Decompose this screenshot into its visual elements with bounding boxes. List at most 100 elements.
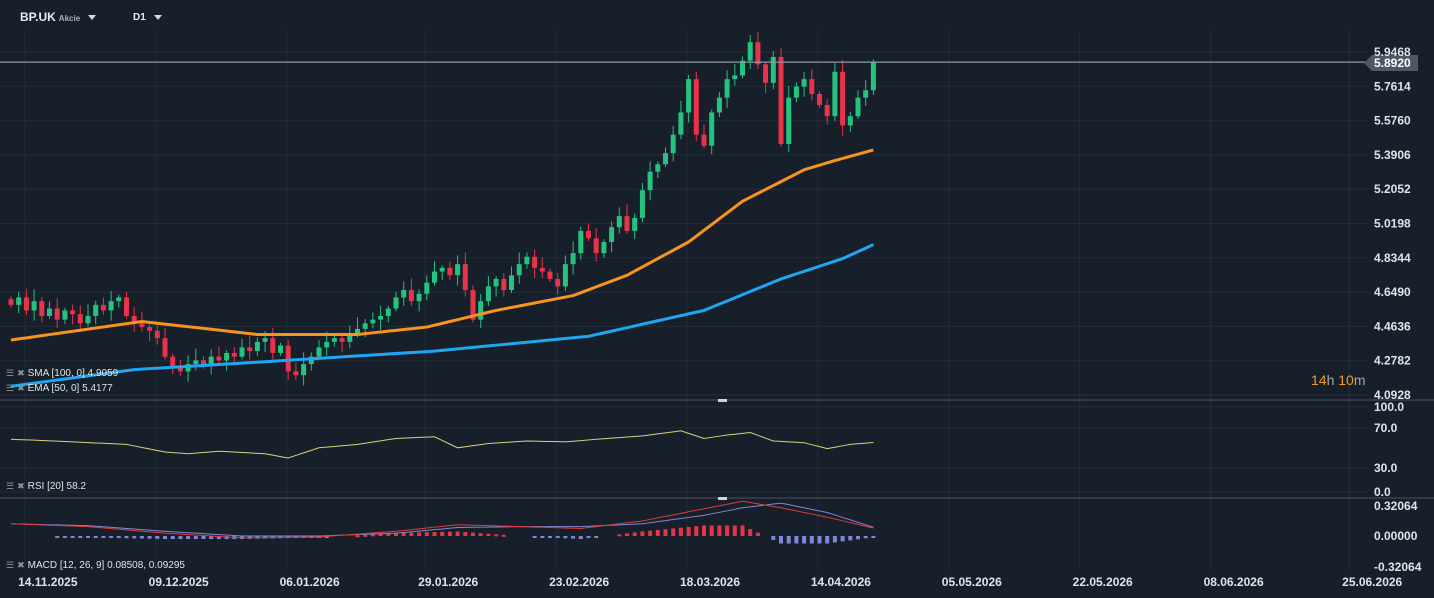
macd-histogram-bar [147,536,152,539]
candle [578,226,584,260]
macd-histogram-bar [702,525,706,536]
candle-body [162,338,168,357]
macd-histogram-bar [463,532,468,536]
candle-body [632,217,638,231]
candle-body [809,79,815,94]
macd-histogram-bar [78,536,83,538]
candle [131,307,137,332]
settings-icon[interactable]: ☰ [6,368,15,378]
macd-histogram-bar [324,536,329,538]
candle [539,257,545,279]
candle [347,325,353,349]
close-icon[interactable]: ✖ [17,481,25,491]
candle-body [108,301,114,311]
rsi-tick-label: 0.0 [1374,485,1391,499]
candle-body [16,297,22,305]
candle-body [93,304,99,316]
settings-icon[interactable]: ☰ [6,560,15,570]
candle-body [308,356,314,365]
macd-histogram-bar [825,536,830,544]
macd-histogram-bar [586,536,591,539]
macd-histogram-bar [671,528,676,536]
candle-body [547,271,553,279]
candle-body [855,97,861,117]
candle-body [355,328,360,335]
close-icon[interactable]: ✖ [17,560,25,570]
macd-histogram-bar [363,534,368,537]
candle [778,48,784,147]
chevron-down-icon[interactable] [88,15,97,21]
macd-histogram-bar [694,526,699,536]
candle [724,70,730,108]
candle [432,261,437,286]
candle-body [324,341,330,348]
symbol-name: BP.UK [20,10,56,24]
candle-body [139,323,145,328]
timeframe-label: D1 [133,12,146,23]
candle-body [216,356,222,361]
macd-histogram-bar [548,536,552,538]
candle [840,60,846,136]
macd-histogram-bar [455,531,460,536]
macd-histogram-bar [809,536,814,544]
candle [231,347,237,364]
rsi-legend: ☰ ✖ RSI [20] 58.2 [6,481,86,492]
candle [370,312,376,328]
candle-body [370,319,376,324]
macd-histogram-bar [648,530,653,536]
timeframe-selector[interactable]: D1 [133,12,162,23]
candle [663,147,668,168]
pane-resize-handle[interactable] [718,399,727,402]
candle-body [39,301,45,316]
candle-body [670,134,676,154]
candle [185,355,191,382]
candle [170,353,176,375]
macd-histogram-bar [155,536,160,539]
settings-icon[interactable]: ☰ [6,383,15,393]
candle-body [763,64,769,83]
x-tick-label: 08.06.2026 [1204,575,1264,589]
symbol-selector[interactable]: BP.UK Akcie [20,10,97,24]
macd-histogram-bar [540,536,545,538]
candle-body [478,301,484,320]
candle [224,350,230,371]
candle [532,249,538,279]
candle-body [778,56,784,144]
pane-resize-handle[interactable] [718,497,727,500]
macd-histogram-bar [794,536,799,544]
chevron-down-icon[interactable] [153,14,162,20]
candle [593,228,599,262]
candle-body [385,308,391,316]
ema-legend: ☰ ✖ EMA [50, 0] 5.4177 [6,383,113,394]
macd-histogram-bar [578,536,583,540]
close-icon[interactable]: ✖ [17,383,25,393]
macd-histogram-bar [571,536,576,539]
x-tick-label: 22.05.2026 [1073,575,1133,589]
candle [108,290,114,321]
candle [732,63,738,86]
candle [462,252,468,297]
candle [116,294,122,308]
candle [616,207,622,234]
candle [278,342,283,356]
macd-histogram-bar [209,536,214,540]
macd-histogram-bar [617,534,622,537]
candle-body [755,42,761,65]
candle [416,289,422,312]
x-tick-label: 29.01.2026 [418,575,478,589]
settings-icon[interactable]: ☰ [6,481,15,491]
candle-body [509,275,514,291]
candle-body [701,134,707,146]
candle [870,59,876,95]
macd-histogram-bar [417,532,422,536]
macd-signal-line [10,502,874,537]
macd-histogram-bar [655,529,660,536]
macd-histogram-bar [848,536,853,541]
sma-legend-text: SMA [100, 0] 4.9059 [27,368,119,379]
candle [77,305,83,330]
y-tick-label: 5.2052 [1374,182,1411,196]
candle [478,293,484,328]
close-icon[interactable]: ✖ [17,368,25,378]
candle-body [663,153,668,165]
